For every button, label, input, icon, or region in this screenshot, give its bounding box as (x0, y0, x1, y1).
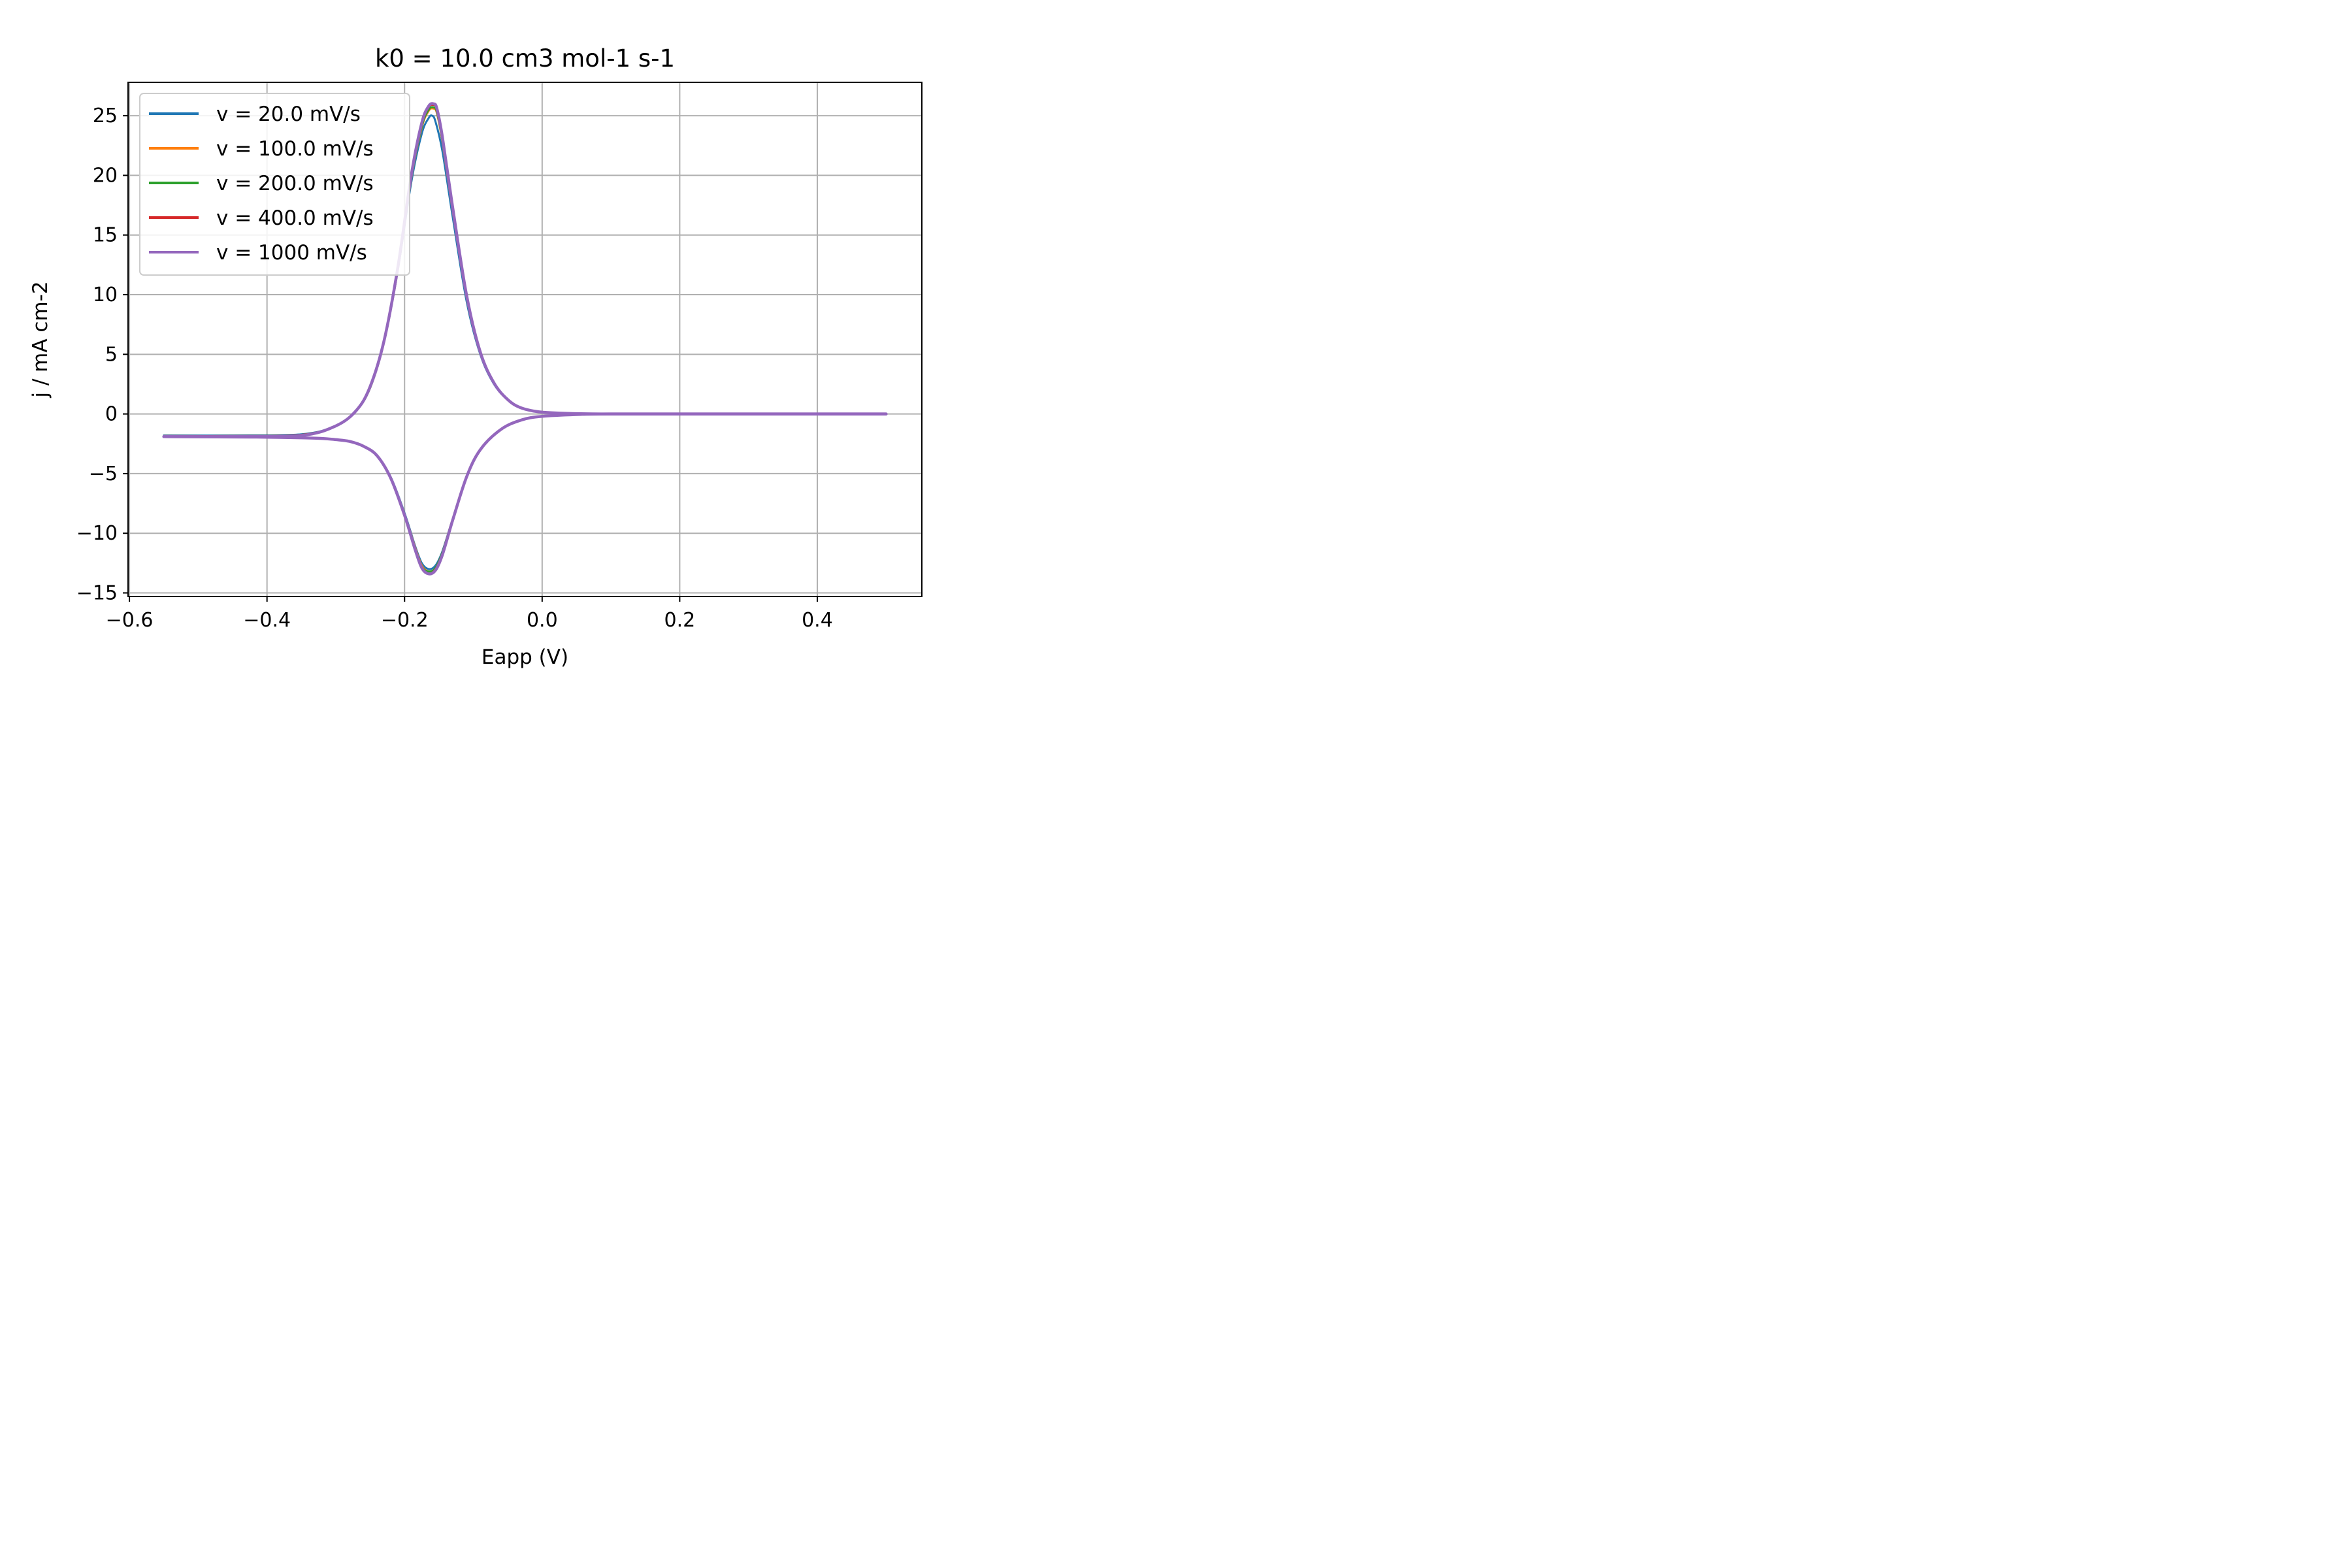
legend-label: v = 100.0 mV/s (216, 137, 374, 161)
ticks: −0.6 −0.4 −0.2 0.0 0.2 0.4 −15 −10 −5 0 5 10 15 20 25 (76, 105, 833, 632)
y-tick-label: −5 (89, 463, 118, 485)
grid (128, 82, 922, 596)
y-tick-label: −10 (76, 522, 118, 545)
x-tick-label: 0.0 (527, 609, 558, 632)
x-tick-label: −0.2 (381, 609, 429, 632)
x-tick-label: 0.2 (664, 609, 696, 632)
x-tick-label: −0.4 (243, 609, 291, 632)
series-lines (162, 102, 888, 576)
y-tick-label: 5 (105, 343, 118, 366)
legend-label: v = 400.0 mV/s (216, 206, 374, 230)
x-tick-label: −0.6 (106, 609, 154, 632)
legend: v = 20.0 mV/s v = 100.0 mV/s v = 200.0 mV/… (139, 93, 410, 276)
legend-label: v = 1000 mV/s (216, 241, 367, 265)
y-tick-label: 10 (93, 284, 118, 306)
legend-box (139, 93, 410, 276)
chart: −0.6 −0.4 −0.2 0.0 0.2 0.4 −15 −10 −5 0 5 10 15 20 25 … (0, 0, 1007, 672)
legend-label: v = 200.0 mV/s (216, 172, 374, 195)
y-tick-label: 25 (93, 105, 118, 127)
y-tick-label: −15 (76, 582, 118, 605)
y-tick-label: 20 (93, 164, 118, 187)
y-axis-label: j / mA cm-2 (29, 281, 52, 398)
x-axis-label: Eapp (V) (482, 645, 568, 669)
y-tick-label: 0 (105, 403, 118, 426)
x-tick-label: 0.4 (802, 609, 833, 632)
chart-title: k0 = 10.0 cm3 mol-1 s-1 (375, 44, 675, 73)
legend-label: v = 20.0 mV/s (216, 103, 361, 126)
series-line-cathodic (162, 412, 888, 576)
y-tick-label: 15 (93, 224, 118, 247)
axes-frame (127, 82, 923, 597)
cyclic-voltammogram-plot: −0.6 −0.4 −0.2 0.0 0.2 0.4−15−10−50510152025 … (29, 44, 923, 669)
